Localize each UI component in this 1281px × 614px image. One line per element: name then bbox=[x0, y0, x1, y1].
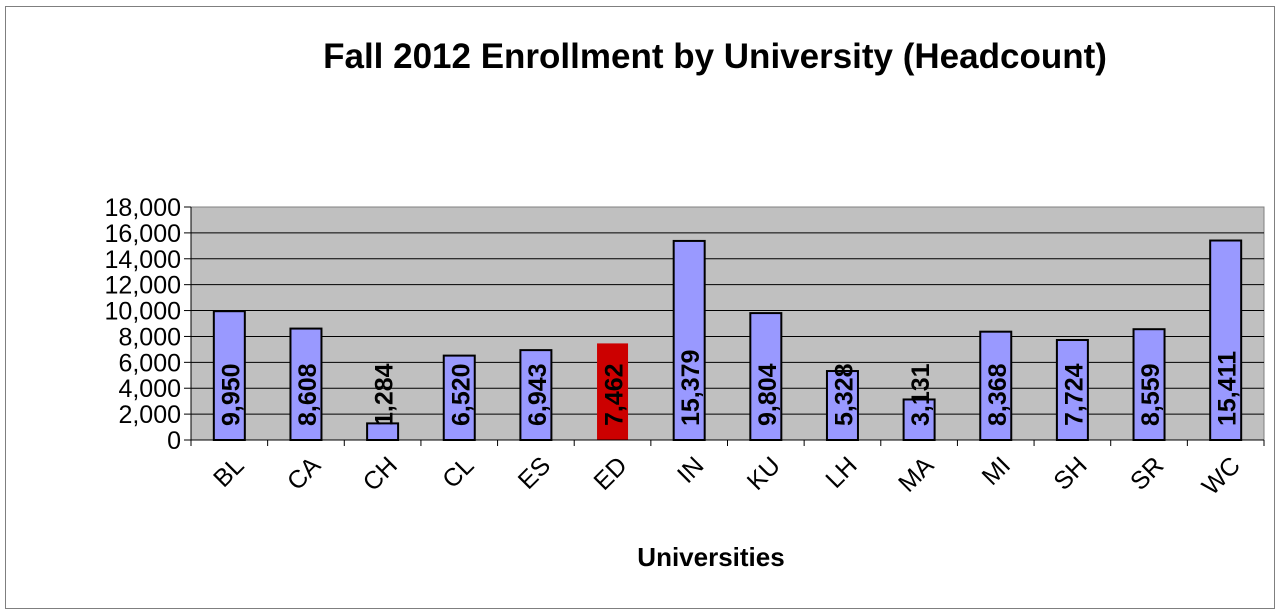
data-label-lh: 5,328 bbox=[830, 363, 858, 426]
x-tick-label-es: ES bbox=[513, 451, 556, 494]
bar-in bbox=[672, 239, 706, 441]
data-label-in: 15,379 bbox=[677, 350, 705, 426]
data-label-wc: 15,411 bbox=[1214, 351, 1242, 426]
chart-title: Fall 2012 Enrollment by University (Head… bbox=[323, 37, 1107, 76]
plot-area bbox=[190, 206, 1265, 441]
x-tick-label-lh: LH bbox=[820, 451, 862, 493]
data-label-es: 6,943 bbox=[524, 363, 552, 426]
y-tick-label: 16,000 bbox=[105, 220, 181, 248]
x-tick-label-bl: BL bbox=[208, 451, 249, 492]
y-tick-label: 6,000 bbox=[118, 349, 181, 377]
bar-ku bbox=[749, 312, 783, 441]
y-tick-label: 10,000 bbox=[105, 298, 181, 326]
bar-wc bbox=[1209, 239, 1243, 441]
y-tick-label: 0 bbox=[167, 427, 181, 455]
data-label-sh: 7,724 bbox=[1060, 363, 1088, 426]
x-tick-label-sh: SH bbox=[1048, 451, 1092, 495]
x-tick-label-sr: SR bbox=[1125, 451, 1169, 495]
y-tick-label: 14,000 bbox=[105, 246, 181, 274]
y-tick-label: 18,000 bbox=[105, 194, 181, 222]
x-tick-label-ku: KU bbox=[742, 451, 786, 495]
data-label-ca: 8,608 bbox=[294, 363, 322, 426]
data-label-ma: 3,131 bbox=[907, 363, 935, 426]
bar-ed bbox=[597, 343, 629, 440]
bar-mi bbox=[979, 330, 1013, 441]
data-label-sr: 8,559 bbox=[1137, 363, 1165, 426]
bar-sr bbox=[1132, 328, 1166, 441]
x-axis: BL CA CH CL ES ED IN KU LH MA MI SH SR WC bbox=[190, 439, 1265, 501]
bar-sh bbox=[1055, 339, 1089, 442]
y-tick-label: 2,000 bbox=[118, 401, 181, 429]
data-label-ch: 1,284 bbox=[371, 363, 399, 426]
data-label-ku: 9,804 bbox=[754, 363, 782, 426]
y-tick-label: 4,000 bbox=[118, 375, 181, 403]
y-tick-label: 12,000 bbox=[105, 272, 181, 300]
x-tick-label-wc: WC bbox=[1197, 451, 1246, 500]
data-label-bl: 9,950 bbox=[217, 363, 245, 426]
bars: 9,950 8,608 1,284 6,520 6,943 7,462 15,379 9,80… bbox=[212, 239, 1243, 442]
x-tick-label-ch: CH bbox=[358, 451, 403, 496]
x-tick-label-cl: CL bbox=[437, 451, 479, 493]
data-label-mi: 8,368 bbox=[984, 363, 1012, 426]
bar-ma bbox=[902, 398, 936, 442]
bar-ca bbox=[289, 327, 323, 441]
x-tick-label-ca: CA bbox=[282, 451, 327, 496]
x-tick-label-mi: MI bbox=[977, 451, 1016, 490]
x-tick-label-ma: MA bbox=[893, 451, 940, 498]
data-label-ed: 7,462 bbox=[601, 363, 629, 426]
data-label-cl: 6,520 bbox=[447, 363, 475, 426]
y-tick-label: 8,000 bbox=[118, 323, 181, 351]
x-tick-label-in: IN bbox=[672, 451, 709, 488]
x-axis-label: Universities bbox=[637, 542, 784, 572]
y-axis: 02,0004,0006,0008,00010,00012,00014,0001… bbox=[105, 194, 192, 455]
x-tick-label-ed: ED bbox=[588, 451, 632, 495]
